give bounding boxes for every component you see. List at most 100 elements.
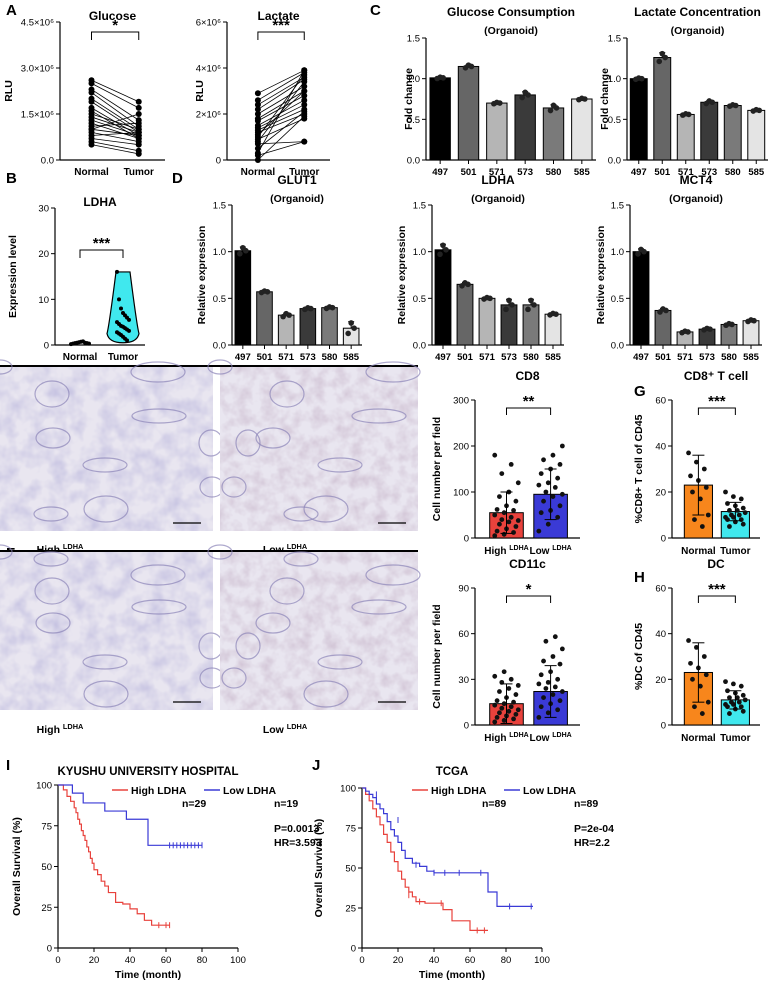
significance-bracket — [91, 31, 140, 40]
pair-line — [257, 90, 305, 135]
legend-label: Low LDHA — [223, 785, 276, 797]
x-tick-label: 497 — [435, 352, 451, 363]
chart-title: GLUT1 — [277, 173, 317, 187]
y-tick-label: 0.5 — [611, 294, 624, 305]
pair-line — [257, 116, 305, 161]
data-point — [465, 62, 472, 68]
y-axis-label: Relative expression — [196, 226, 208, 325]
x-tick-label: 0 — [359, 955, 364, 966]
pair-line — [257, 76, 305, 106]
data-point — [254, 117, 261, 124]
y-tick-label: 40 — [655, 629, 666, 640]
significance-label: *** — [272, 17, 290, 34]
bar — [653, 57, 672, 161]
y-axis-label: Relative expression — [595, 226, 607, 325]
x-tick-label: 497 — [235, 352, 251, 363]
y-tick-label: 0.0 — [608, 156, 621, 167]
data-point — [538, 704, 544, 710]
ihc-gland — [283, 506, 319, 522]
x-tick-label: Tumor — [720, 733, 750, 744]
data-point — [688, 473, 693, 479]
y-tick-label: 1.5×10⁶ — [21, 110, 54, 121]
data-point — [729, 102, 736, 108]
pair-line — [91, 113, 139, 130]
bar — [429, 77, 451, 161]
panel-letter: B — [6, 170, 17, 187]
y-tick-label: 4.5×10⁶ — [21, 18, 54, 29]
data-point — [519, 94, 525, 101]
data-point — [550, 310, 556, 317]
bar — [522, 304, 540, 346]
bar — [544, 313, 562, 346]
bar — [700, 101, 719, 161]
data-point — [499, 517, 505, 522]
data-point — [682, 111, 689, 117]
data-point — [305, 305, 311, 311]
pair-line — [91, 82, 139, 109]
data-point — [725, 688, 730, 694]
y-axis-label: %DC of CD45 — [633, 623, 645, 690]
data-point — [550, 692, 556, 697]
data-point — [753, 106, 760, 113]
bar — [457, 65, 480, 161]
ihc-gland — [283, 551, 319, 567]
x-tick-label: 40 — [429, 955, 440, 966]
bar — [542, 107, 565, 161]
data-point — [738, 496, 744, 502]
y-axis-label: Fold change — [599, 68, 611, 130]
y-tick-label: 4×10⁶ — [196, 64, 221, 75]
chart-d2: 0.0 0.5 1.0 1.5 Relative expression LDHA (Orga… — [396, 173, 564, 363]
y-tick-label: 20 — [38, 249, 49, 260]
data-point — [543, 638, 549, 644]
panel-letter: I — [6, 757, 10, 774]
y-tick-label: 25 — [345, 904, 356, 915]
x-tick-label: 573 — [501, 352, 517, 363]
data-point — [543, 686, 549, 691]
ihc-gland — [0, 544, 13, 560]
data-point — [525, 306, 531, 313]
data-point — [694, 459, 699, 465]
data-point — [254, 101, 261, 108]
km-curve — [362, 787, 488, 931]
x-tick-label: 80 — [197, 955, 208, 966]
data-point — [536, 482, 542, 488]
chart-subtitle: (Organoid) — [270, 193, 324, 205]
chart-title: KYUSHU UNIVERSITY HOSPITAL — [57, 766, 238, 778]
y-tick-label: 0 — [464, 721, 469, 732]
data-point — [694, 644, 699, 650]
data-point — [283, 310, 289, 317]
data-point — [742, 510, 748, 516]
chart-b: 0 10 20 30 Expression level LDHA Normal Tumor **… — [7, 195, 145, 363]
data-point — [508, 514, 514, 520]
pair-line — [91, 98, 139, 130]
bar — [456, 283, 474, 346]
y-tick-label: 1.0 — [608, 74, 621, 85]
ihc-gland — [0, 359, 13, 375]
ihc-gland — [269, 380, 305, 408]
data-point — [555, 475, 561, 481]
data-point — [727, 524, 732, 529]
data-point — [738, 683, 744, 689]
ihc-image-f-low — [207, 544, 421, 710]
data-point — [506, 708, 512, 714]
ihc-gland — [34, 577, 70, 605]
data-point — [738, 704, 744, 710]
legend-n: n=89 — [482, 798, 506, 810]
ihc-gland — [82, 654, 128, 670]
pair-line — [257, 104, 305, 129]
data-point — [261, 288, 268, 294]
chart-title: CD8 — [515, 369, 539, 383]
x-tick-label: 580 — [721, 352, 737, 363]
data-point — [734, 695, 740, 700]
bar — [654, 309, 672, 346]
ihc-gland — [351, 599, 407, 615]
x-tick-label: Tumor — [108, 352, 138, 363]
significance-label: *** — [708, 581, 726, 598]
data-point — [656, 58, 663, 65]
chart-g: 0 20 40 60 %CD8+ T cell of CD45 CD8⁺ T cell No… — [633, 369, 760, 557]
data-point — [88, 80, 95, 87]
y-axis-label: %CD8+ T cell of CD45 — [633, 414, 645, 523]
y-tick-label: 100 — [340, 784, 356, 795]
legend-label: High LDHA — [131, 785, 187, 797]
data-point — [127, 317, 131, 322]
